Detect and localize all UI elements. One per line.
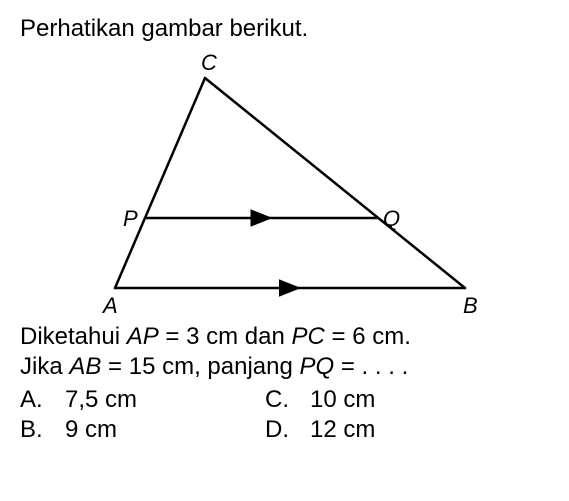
answer-b-value: 9 cm: [65, 416, 265, 444]
svg-text:C: C: [201, 50, 217, 75]
var-ab: AB: [69, 353, 101, 380]
question-prefix: Jika: [20, 353, 69, 380]
answer-row-2: B. 9 cm D. 12 cm: [20, 416, 549, 444]
var-ap: AP: [127, 323, 159, 350]
question-suffix: = . . . .: [334, 353, 408, 380]
var-pq: PQ: [300, 353, 335, 380]
answer-c: C. 10 cm: [265, 386, 510, 414]
diagram-container: A B C P Q: [20, 48, 549, 318]
svg-text:B: B: [463, 293, 478, 318]
answer-a-letter: A.: [20, 386, 65, 414]
answer-c-letter: C.: [265, 386, 310, 414]
answer-c-value: 10 cm: [310, 386, 510, 414]
answer-b-letter: B.: [20, 416, 65, 444]
answer-row-1: A. 7,5 cm C. 10 cm: [20, 386, 549, 414]
given-prefix: Diketahui: [20, 323, 127, 350]
answer-d-letter: D.: [265, 416, 310, 444]
question-title: Perhatikan gambar berikut.: [20, 15, 549, 43]
answer-d-value: 12 cm: [310, 416, 510, 444]
answer-d: D. 12 cm: [265, 416, 510, 444]
given-info: Diketahui AP = 3 cm dan PC = 6 cm.: [20, 323, 549, 351]
answer-a-value: 7,5 cm: [65, 386, 265, 414]
given-pc-val: = 6 cm.: [325, 323, 411, 350]
question-ab-val: = 15 cm, panjang: [101, 353, 299, 380]
svg-text:Q: Q: [383, 206, 400, 231]
svg-text:A: A: [101, 293, 118, 318]
var-pc: PC: [292, 323, 325, 350]
given-ap-val: = 3 cm dan: [159, 323, 292, 350]
question-line: Jika AB = 15 cm, panjang PQ = . . . .: [20, 353, 549, 381]
answer-a: A. 7,5 cm: [20, 386, 265, 414]
answer-b: B. 9 cm: [20, 416, 265, 444]
svg-text:P: P: [123, 206, 138, 231]
triangle-diagram: A B C P Q: [75, 48, 495, 318]
